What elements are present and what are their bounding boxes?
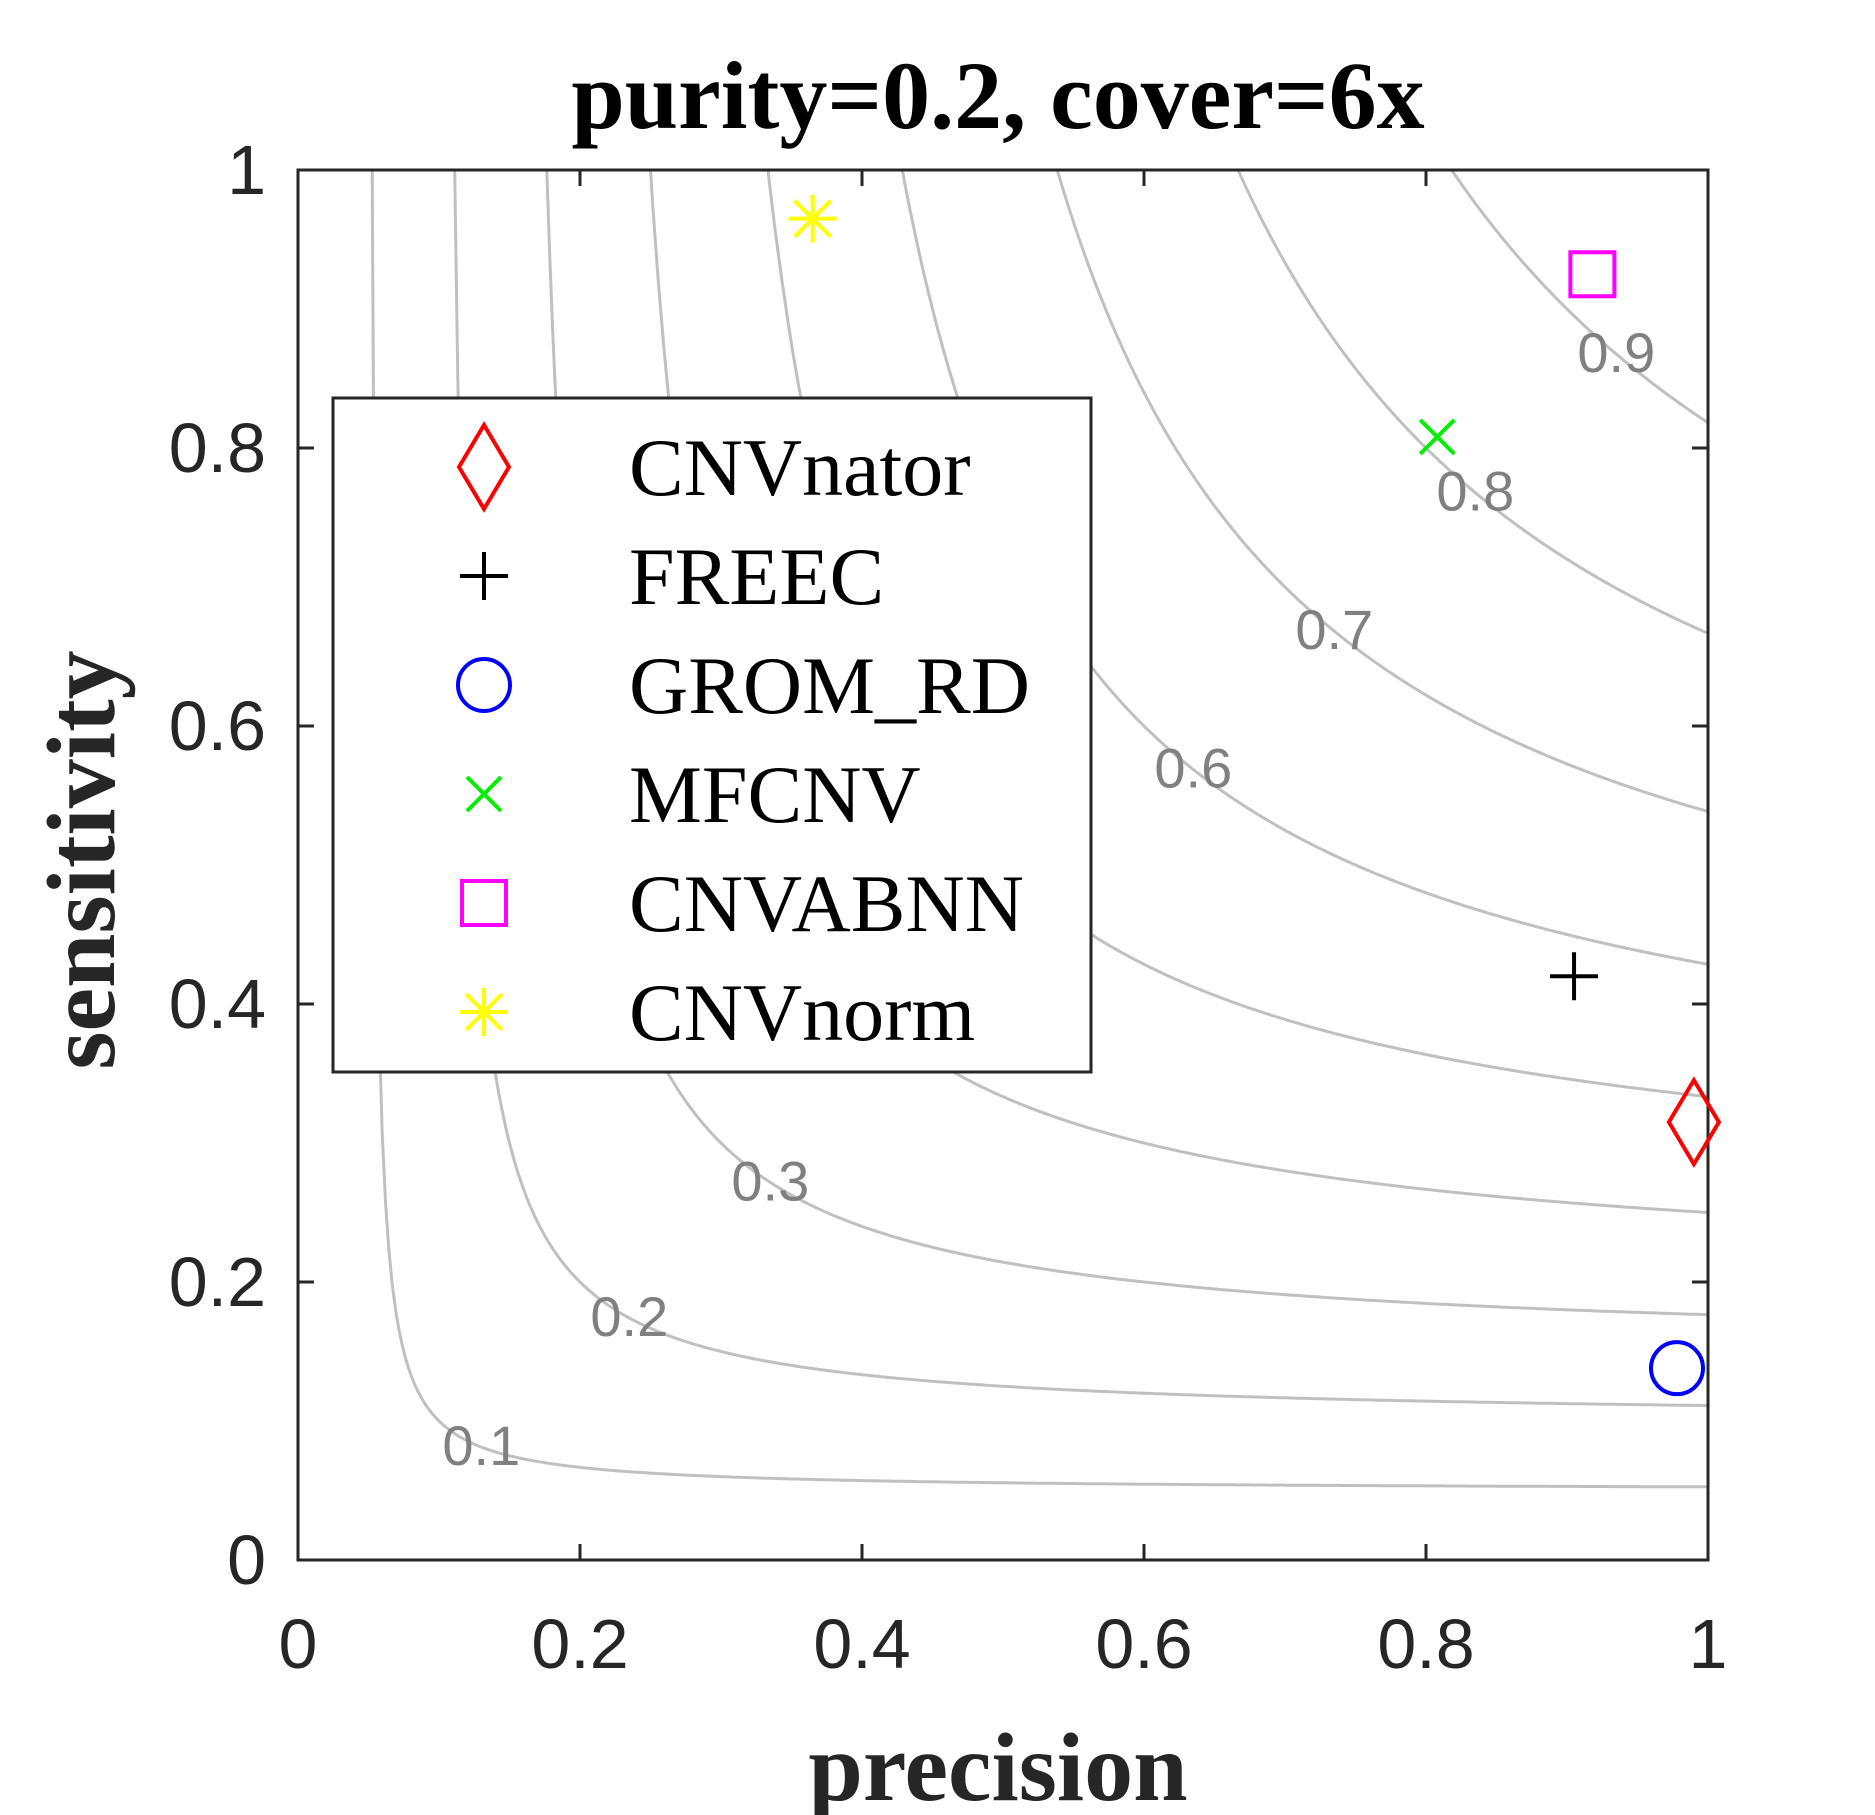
x-tick-label: 0.2 [531, 1605, 628, 1683]
legend-label-freec: FREEC [629, 531, 884, 622]
legend-marker-freec [460, 552, 508, 600]
contour-label: 0.7 [1295, 598, 1373, 661]
legend-marker-grom-rd [456, 657, 512, 713]
legend-box [331, 396, 1093, 1074]
x-tick-label: 0.6 [1095, 1605, 1192, 1683]
point-mfcnv [1418, 418, 1456, 456]
chart-title: purity=0.2, cover=6x [571, 42, 1424, 149]
legend-label-mfcnv: MFCNV [629, 749, 921, 840]
legend-marker-cnvnorm [460, 988, 508, 1036]
legend-label-cnvnator: CNVnator [629, 422, 971, 513]
y-tick-label: 0.2 [169, 1243, 266, 1321]
x-axis-label: precision [808, 1714, 1187, 1815]
contour-label: 0.6 [1154, 737, 1232, 800]
legend-label-cnvnorm: CNVnorm [629, 967, 975, 1058]
x-tick-label: 1 [1689, 1605, 1728, 1683]
axis-ticks: 0 0.2 0.4 0.6 0.8 1 0 0.2 0.4 0.6 0.8 1 [169, 131, 1728, 1683]
point-grom-rd [1648, 1340, 1705, 1397]
y-tick-label: 0 [227, 1521, 266, 1599]
legend: CNVnator FREEC GROM_RD MFCNV CNVABNN CNVnorm [331, 396, 1093, 1074]
x-tick-label: 0 [279, 1605, 318, 1683]
y-axis-label: sensitivity [28, 650, 136, 1069]
x-tick-label: 0.8 [1377, 1605, 1474, 1683]
y-tick-label: 0.8 [169, 409, 266, 487]
y-tick-label: 0.6 [169, 687, 266, 765]
data-points [788, 194, 1722, 1397]
contour-line [1236, 169, 1709, 635]
contour-label: 0.8 [1436, 460, 1514, 523]
plot-frame [296, 168, 1710, 1562]
point-cnvnator [1666, 1076, 1722, 1169]
contour-label: 0.9 [1577, 321, 1655, 384]
contour-line [545, 169, 1709, 1317]
point-freec [1550, 952, 1599, 1001]
contour-line [1450, 169, 1709, 424]
point-cnvnorm [788, 194, 837, 243]
point-cnvabnn [1568, 250, 1617, 299]
contour-label: 0.3 [731, 1149, 809, 1212]
contour-line [1055, 169, 1709, 813]
contour-line [370, 169, 1708, 1489]
legend-marker-mfcnv [465, 775, 503, 813]
y-tick-label: 1 [227, 131, 266, 209]
contour-labels: 0.1 0.2 0.3 0.6 0.7 0.8 0.9 [442, 321, 1655, 1477]
legend-marker-cnvabnn [460, 879, 508, 927]
legend-marker-cnvnator [456, 421, 512, 513]
contour-label: 0.1 [442, 1414, 520, 1477]
plot-axes [296, 168, 1710, 1562]
y-tick-label: 0.4 [169, 965, 266, 1043]
contour-line [453, 169, 1709, 1408]
x-tick-label: 0.4 [813, 1605, 910, 1683]
legend-label-cnvabnn: CNVABNN [629, 858, 1024, 949]
legend-label-grom-rd: GROM_RD [629, 640, 1030, 731]
contour-label: 0.2 [590, 1285, 668, 1348]
